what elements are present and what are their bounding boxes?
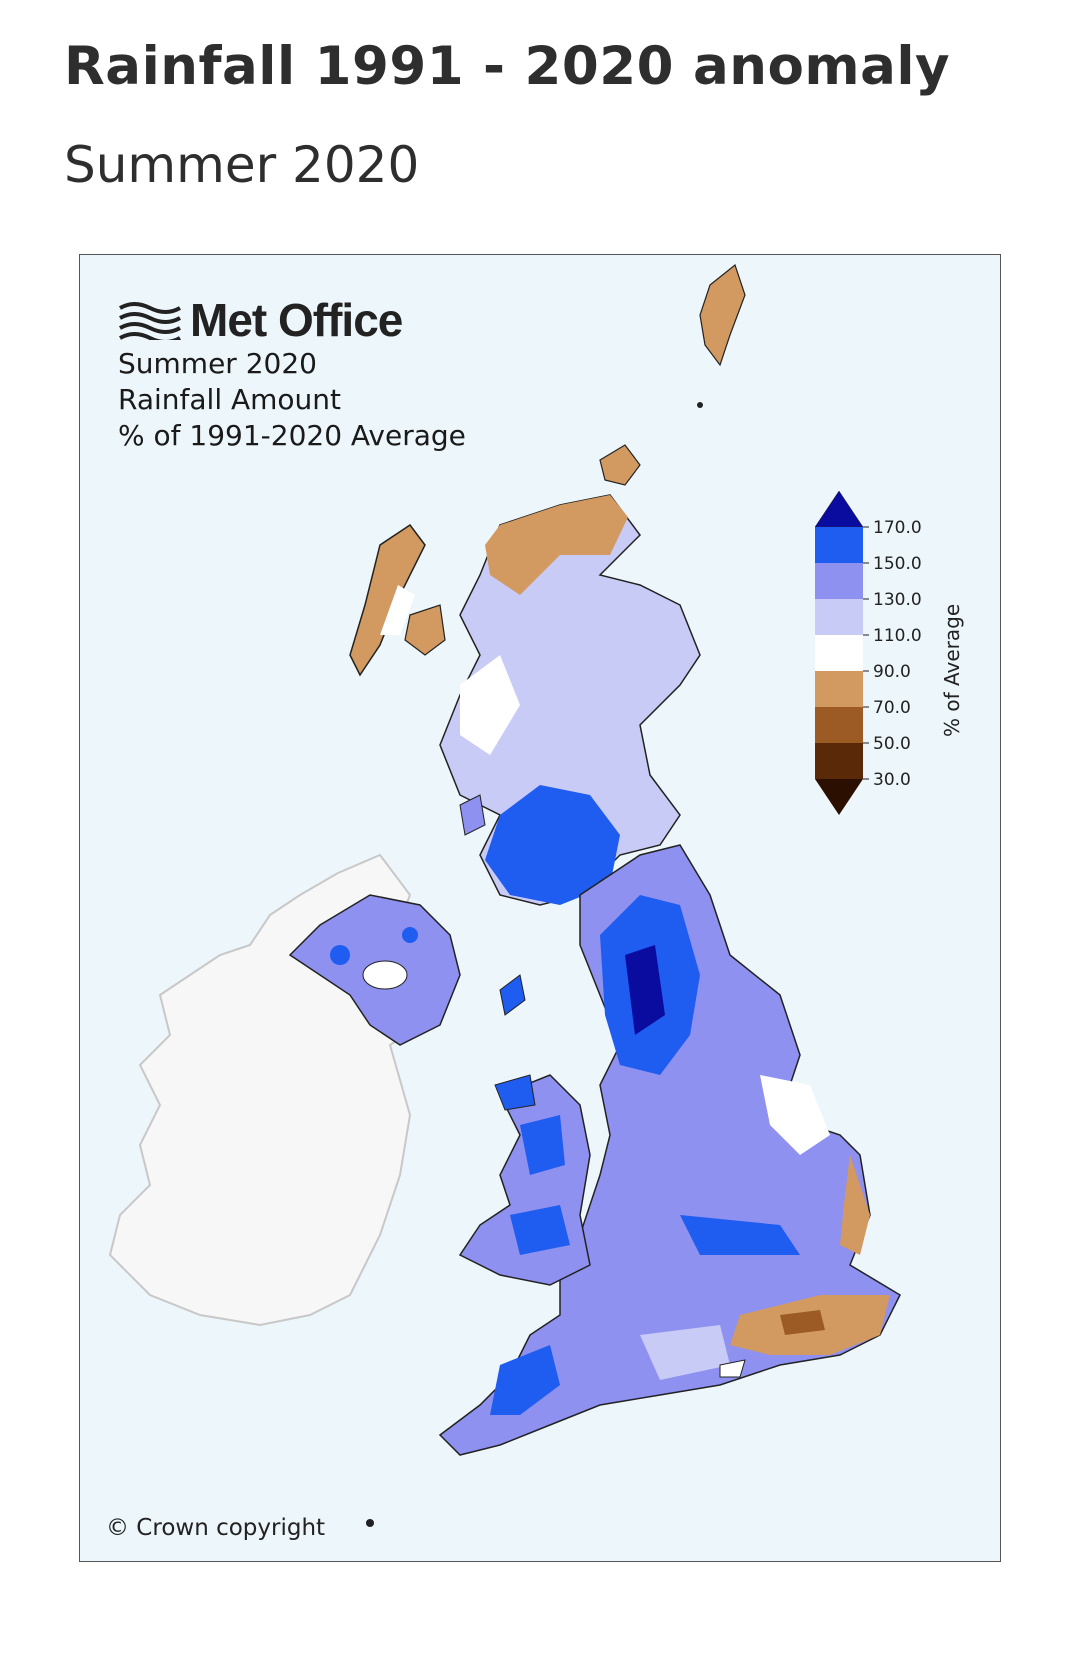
scotland — [439, 494, 701, 906]
legend-tick-90: 90.0 — [873, 662, 911, 682]
legend-tick-110: 110.0 — [873, 626, 922, 646]
skye — [404, 604, 446, 656]
map-caption-line-1: Summer 2020 — [118, 347, 317, 380]
legend-tick-170: 170.0 — [873, 518, 922, 538]
legend-band-90-110 — [815, 635, 863, 671]
isle-of-wight — [719, 1359, 746, 1378]
page-title: Rainfall 1991 - 2020 anomaly — [64, 36, 951, 97]
legend-band-130-150 — [815, 563, 863, 599]
east-coast-dry — [840, 1155, 870, 1255]
legend-title: % of Average — [940, 604, 964, 737]
legend-tick-30: 30.0 — [873, 770, 911, 790]
legend-band-50-70 — [815, 707, 863, 743]
anglesey — [494, 1074, 536, 1111]
east-anglia-light — [760, 1075, 830, 1155]
map-caption-line-3: % of 1991-2020 Average — [118, 419, 466, 452]
western-isles — [349, 523, 426, 677]
orkney — [599, 444, 641, 486]
page-subtitle: Summer 2020 — [64, 136, 420, 194]
scotland-north-dry — [485, 495, 628, 595]
legend-arrow-top — [815, 490, 864, 528]
legend-band-70-90 — [815, 671, 863, 707]
legend-tick-150: 150.0 — [873, 554, 922, 574]
scotland-west-wet — [485, 785, 620, 905]
crown-copyright: © Crown copyright — [106, 1515, 326, 1541]
logo-text: Met Office — [190, 294, 403, 346]
rainfall-map: Met Office Summer 2020 Rainfall Amount %… — [79, 254, 1001, 1562]
legend-arrow-bottom — [815, 779, 863, 815]
legend-tick-130: 130.0 — [873, 590, 922, 610]
legend-tick-70: 70.0 — [873, 698, 911, 718]
legend-band-110-130 — [815, 599, 863, 635]
legend-band-150-170 — [815, 527, 863, 563]
isle-of-man — [499, 974, 526, 1016]
map-caption-line-2: Rainfall Amount — [118, 383, 342, 416]
shetland — [699, 263, 746, 367]
met-office-waves-icon — [119, 302, 181, 340]
map-drawing — [108, 263, 901, 1527]
met-office-logo: Met Office — [118, 293, 403, 347]
colour-legend: 170.0 150.0 130.0 110.0 90.0 70.0 50.0 3… — [815, 487, 975, 827]
legend-band-30-50 — [815, 743, 863, 779]
legend-tick-50: 50.0 — [873, 734, 911, 754]
england — [438, 844, 901, 1456]
